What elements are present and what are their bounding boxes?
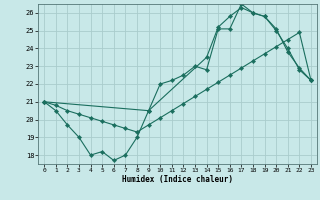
X-axis label: Humidex (Indice chaleur): Humidex (Indice chaleur) xyxy=(122,175,233,184)
